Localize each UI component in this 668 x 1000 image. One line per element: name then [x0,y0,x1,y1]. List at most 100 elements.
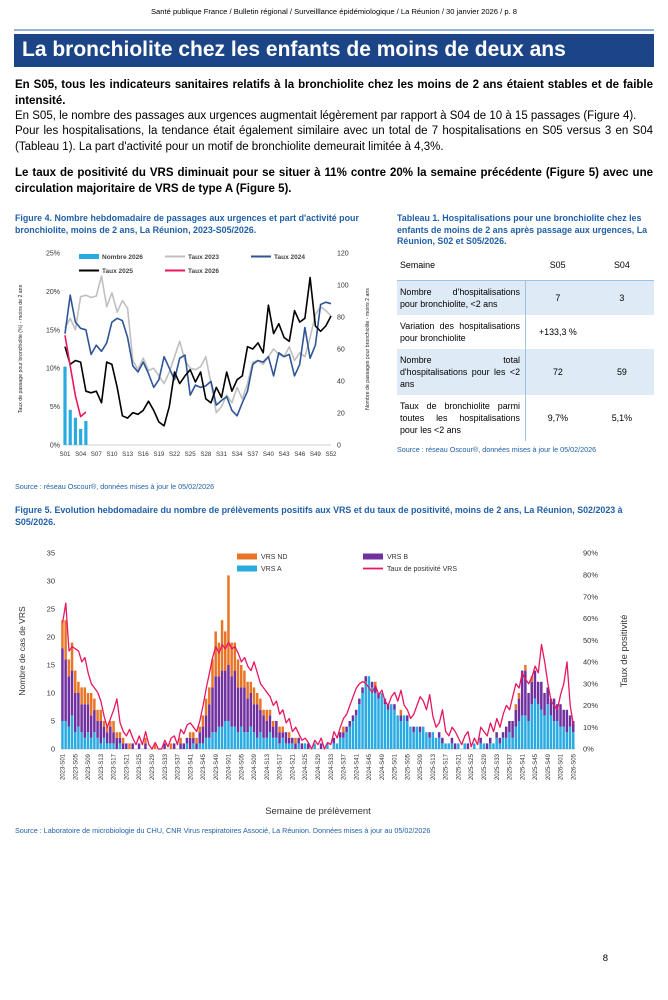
svg-text:Nombre de cas de VRS: Nombre de cas de VRS [17,606,27,696]
row-label: Taux de bronchiolite parmi toutes les ho… [397,394,526,441]
svg-text:2024-S45: 2024-S45 [367,754,373,781]
svg-text:2024-S21: 2024-S21 [290,754,296,781]
svg-text:30: 30 [47,577,55,586]
svg-text:2023-S45: 2023-S45 [201,754,207,781]
svg-text:2023-S41: 2023-S41 [188,754,194,781]
svg-text:25: 25 [47,605,55,614]
svg-text:15%: 15% [46,327,60,334]
svg-text:2024-S37: 2024-S37 [342,754,348,781]
fig4-legend: Nombre 2026 Taux 2023 Taux 2024 Taux 2025 Ta… [79,254,305,275]
document-header: Santé publique France / Bulletin régiona… [150,7,517,16]
row-value-s05: 9,7% [547,412,568,423]
svg-text:S16: S16 [138,451,150,458]
svg-text:S49: S49 [310,451,322,458]
svg-text:2023-S05: 2023-S05 [73,754,79,781]
fig4-line-taux-2024 [64,294,332,417]
svg-text:35: 35 [47,549,55,558]
page-number: 8 [602,953,608,964]
column-header-semaine: Semaine [400,259,436,270]
table1-title: Tableau 1. Hospitalisations pour une bro… [397,212,648,247]
svg-text:2025-S45: 2025-S45 [533,754,539,781]
svg-text:2023-S49: 2023-S49 [214,754,220,781]
fig5-legend: VRS ND VRS B VRS A Taux de positivité VRS [237,553,457,573]
svg-text:S04: S04 [75,451,87,458]
svg-text:S01: S01 [59,451,71,458]
svg-text:2025-S05: 2025-S05 [405,754,411,781]
svg-text:2023-S17: 2023-S17 [112,754,118,781]
svg-text:2025-S25: 2025-S25 [469,754,475,781]
svg-text:70%: 70% [583,593,598,602]
fig5-line-taux-positivite [61,602,575,750]
fig5-stacked-bars [61,575,575,750]
svg-text:S19: S19 [153,451,165,458]
svg-text:S28: S28 [200,451,212,458]
figure5-title: Figure 5. Evolution hebdomadaire du nomb… [15,505,623,527]
svg-text:Nombre 2026: Nombre 2026 [102,254,143,261]
svg-text:2024-S09: 2024-S09 [252,754,258,781]
row-value-s05: 72 [552,366,563,377]
svg-text:10%: 10% [46,366,60,373]
title-banner-wrap: La bronchiolite chez les enfants de moin… [14,29,654,68]
fig4-line-taux-2026 [64,335,87,418]
svg-text:S31: S31 [216,451,228,458]
column-header-s05: S05 [549,259,566,270]
svg-text:2025-S13: 2025-S13 [431,754,437,781]
page-title: La bronchiolite chez les enfants de moin… [14,34,654,68]
figure5-source: Source : Laboratoire de microbiologie du… [15,826,431,836]
svg-text:120: 120 [337,251,349,258]
svg-text:S07: S07 [91,451,103,458]
svg-text:2024-S25: 2024-S25 [303,754,309,781]
svg-text:5%: 5% [50,404,60,411]
table1-block: Tableau 1. Hospitalisations pour une bro… [397,213,654,491]
svg-text:S10: S10 [106,451,118,458]
svg-text:2023-S09: 2023-S09 [86,754,92,781]
svg-text:2025-S21: 2025-S21 [456,754,462,781]
svg-text:100: 100 [337,283,349,290]
figure4-chart: 0% 5% 10% 15% 20% 25% 0 20 40 60 80 100 120 S01 S04 S07… [15,241,381,470]
fig5-x-tick-labels: 2023-S01 2023-S05 2023-S09 2023-S13 2023-S17… [61,754,578,781]
svg-text:2025-S41: 2025-S41 [520,754,526,781]
svg-text:25%: 25% [46,251,60,258]
svg-text:2023-S33: 2023-S33 [163,754,169,781]
svg-text:S37: S37 [247,451,259,458]
row-label: Variation des hospitalisations pour bron… [397,314,526,349]
row-value-s05: +133,3 % [539,326,577,337]
svg-text:40: 40 [337,379,345,386]
svg-text:2025-S29: 2025-S29 [482,754,488,781]
hospitalisations-table: Semaine S05 S04 Nombre d'hospitalisation… [397,254,654,441]
fig4-bars-nombre-2026 [63,366,88,446]
paragraph-passages: En S05, le nombre des passages aux urgen… [15,109,637,122]
svg-text:S13: S13 [122,451,134,458]
table-header-row: Semaine S05 S04 [397,254,654,281]
svg-text:90%: 90% [583,549,598,558]
svg-text:2024-S17: 2024-S17 [278,754,284,781]
svg-text:0%: 0% [583,745,594,754]
svg-text:80%: 80% [583,571,598,580]
svg-text:2023-S21: 2023-S21 [124,754,130,781]
svg-text:S43: S43 [279,451,291,458]
column-header-s04: S04 [613,259,630,270]
svg-text:Semaine de prélèvement: Semaine de prélèvement [265,806,371,817]
svg-text:30%: 30% [583,680,598,689]
paragraph-positivite: Le taux de positivité du VRS diminuait p… [15,167,653,195]
figure4-title: Figure 4. Nombre hebdomadaire de passage… [15,212,359,235]
svg-text:Taux 2023: Taux 2023 [188,254,219,261]
row-value-s04 [590,315,654,349]
svg-text:Taux de positivité: Taux de positivité [619,615,630,688]
svg-text:S22: S22 [169,451,181,458]
table-row: Variation des hospitalisations pour bron… [397,314,654,349]
svg-text:15: 15 [47,661,55,670]
figure4-block: Figure 4. Nombre hebdomadaire de passage… [15,213,381,491]
svg-text:0%: 0% [50,443,60,450]
table-row: Nombre total d'hospitalisations pour les… [397,348,654,395]
svg-text:2024-S49: 2024-S49 [380,754,386,781]
svg-text:Taux 2026: Taux 2026 [188,268,219,275]
svg-text:2025-S09: 2025-S09 [418,754,424,781]
svg-text:Taux de positivité VRS: Taux de positivité VRS [387,566,457,573]
table-row: Taux de bronchiolite parmi toutes les ho… [397,394,654,441]
row-value-s04: 3 [589,279,654,315]
svg-text:2025-S17: 2025-S17 [444,754,450,781]
svg-text:Taux 2025: Taux 2025 [102,268,133,275]
svg-text:VRS B: VRS B [387,554,408,561]
figure4-svg: 0% 5% 10% 15% 20% 25% 0 20 40 60 80 100 120 S01 S04 S07… [18,251,371,459]
